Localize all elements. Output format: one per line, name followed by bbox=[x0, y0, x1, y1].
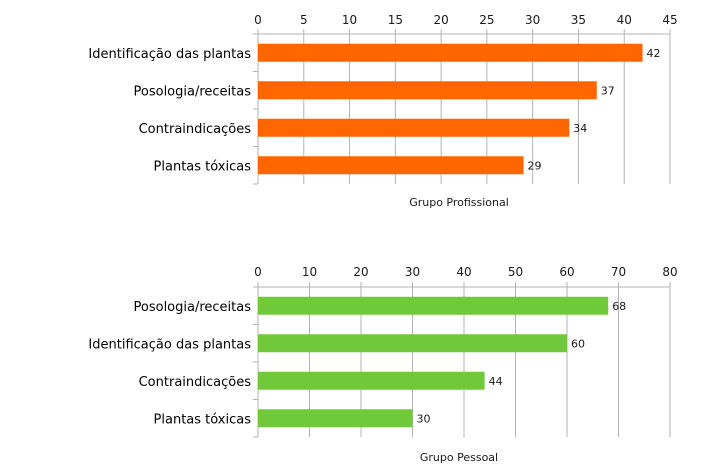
chart1-value-label: 37 bbox=[601, 84, 615, 97]
chart2-bar bbox=[258, 334, 567, 353]
chart2-tick-label: 30 bbox=[405, 265, 420, 279]
chart1-tick-label: 15 bbox=[388, 13, 403, 27]
chart1-tick-label: 45 bbox=[662, 13, 677, 27]
chart2-value-label: 68 bbox=[612, 300, 626, 313]
chart2-tick-label: 40 bbox=[456, 265, 471, 279]
chart2-value-label: 30 bbox=[417, 412, 431, 425]
chart1-category-label: Plantas tóxicas bbox=[154, 159, 252, 174]
chart2-category-label: Contraindicações bbox=[139, 375, 252, 390]
chart1-tick-label: 30 bbox=[525, 13, 540, 27]
chart2-bar bbox=[258, 371, 485, 390]
chart1-category-label: Posologia/receitas bbox=[134, 84, 252, 99]
chart2-bar bbox=[258, 409, 413, 428]
chart2-category-label: Identificação das plantas bbox=[88, 337, 251, 352]
chart1-value-label: 29 bbox=[528, 159, 542, 172]
chart2-value-label: 60 bbox=[571, 337, 585, 350]
chart2-tick-label: 20 bbox=[353, 265, 368, 279]
chart1-value-label: 42 bbox=[647, 47, 661, 60]
chart1-value-label: 34 bbox=[573, 122, 587, 135]
chart2-category-label: Posologia/receitas bbox=[134, 300, 252, 315]
chart2-bar bbox=[258, 296, 609, 315]
chart1-axis-title: Grupo Profissional bbox=[409, 196, 509, 209]
chart1-tick-label: 0 bbox=[254, 13, 262, 27]
chart1-bar bbox=[258, 81, 597, 100]
chart1-bar bbox=[258, 156, 524, 175]
chart1-tick-label: 5 bbox=[300, 13, 308, 27]
chart1-tick-label: 20 bbox=[433, 13, 448, 27]
chart2-tick-label: 60 bbox=[559, 265, 574, 279]
chart1-bar bbox=[258, 118, 570, 137]
chart1-tick-label: 40 bbox=[617, 13, 632, 27]
chart2-tick-label: 10 bbox=[302, 265, 317, 279]
chart1-category-label: Contraindicações bbox=[139, 122, 252, 137]
chart1-tick-label: 10 bbox=[342, 13, 357, 27]
chart2-value-label: 44 bbox=[489, 375, 503, 388]
chart1-bar bbox=[258, 43, 643, 62]
chart2-category-label: Plantas tóxicas bbox=[154, 412, 252, 427]
chart2-tick-label: 80 bbox=[662, 265, 677, 279]
chart1-category-label: Identificação das plantas bbox=[88, 47, 251, 62]
chart2-axis-title: Grupo Pessoal bbox=[420, 451, 498, 464]
chart2-tick-label: 50 bbox=[508, 265, 523, 279]
chart1-tick-label: 35 bbox=[571, 13, 586, 27]
chart1-tick-label: 25 bbox=[479, 13, 494, 27]
chart2-tick-label: 70 bbox=[611, 265, 626, 279]
chart2-tick-label: 0 bbox=[254, 265, 262, 279]
